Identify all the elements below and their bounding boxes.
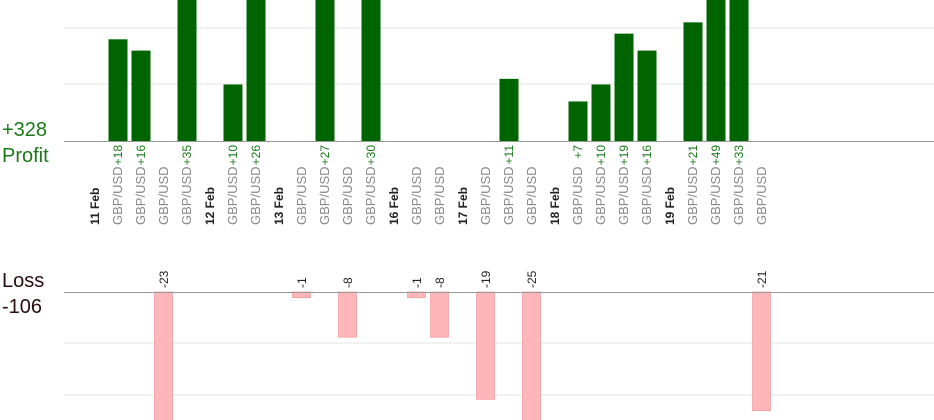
loss-bar bbox=[522, 291, 541, 420]
pair-label: GBP/USD bbox=[317, 166, 332, 225]
profit-value-label: +16 bbox=[640, 145, 654, 166]
loss-value-label: -25 bbox=[525, 270, 539, 288]
profit-bar bbox=[108, 39, 128, 141]
profit-bar bbox=[223, 84, 243, 141]
profit-value-label: +35 bbox=[180, 145, 194, 166]
loss-value-label: -23 bbox=[157, 270, 171, 288]
profit-value-label: +33 bbox=[732, 145, 746, 166]
loss-label: Loss bbox=[2, 270, 45, 292]
loss-value-label: -1 bbox=[410, 277, 424, 288]
profit-value-label: +10 bbox=[226, 145, 240, 166]
loss-total: -106 bbox=[2, 296, 43, 318]
pair-label: GBP/USD bbox=[708, 166, 723, 225]
profit-value-label: +11 bbox=[502, 145, 516, 165]
date-label: 12 Feb bbox=[203, 187, 217, 225]
pair-label: GBP/USD bbox=[685, 166, 700, 225]
pair-label: GBP/USD bbox=[754, 166, 769, 225]
pair-label: GBP/USD bbox=[501, 166, 516, 225]
pair-label: GBP/USD bbox=[570, 166, 585, 225]
profit-bar bbox=[499, 78, 519, 141]
profit-value-label: +19 bbox=[617, 145, 631, 166]
profit-value-label: +30 bbox=[364, 145, 378, 166]
loss-bar bbox=[752, 291, 771, 411]
profit-bar bbox=[177, 0, 197, 141]
profit-value-label: +16 bbox=[134, 145, 148, 166]
pair-label: GBP/USD bbox=[363, 166, 378, 225]
profit-value-label: +26 bbox=[249, 145, 263, 166]
pair-label: GBP/USD bbox=[110, 166, 125, 225]
profit-bar bbox=[637, 50, 657, 141]
pair-label: GBP/USD bbox=[409, 166, 424, 225]
date-label: 19 Feb bbox=[663, 187, 677, 225]
profit-bar bbox=[706, 0, 726, 141]
profit-value-label: +21 bbox=[686, 145, 700, 166]
profit-bar bbox=[683, 22, 703, 142]
profit-value-label: +27 bbox=[318, 145, 332, 166]
profit-value-label: +49 bbox=[709, 145, 723, 166]
loss-bar bbox=[154, 291, 173, 420]
loss-bar bbox=[476, 291, 495, 400]
date-label: 17 Feb bbox=[456, 187, 470, 225]
pair-label: GBP/USD bbox=[248, 166, 263, 225]
pair-label: GBP/USD bbox=[639, 166, 654, 225]
pair-label: GBP/USD bbox=[225, 166, 240, 225]
pair-label: GBP/USD bbox=[432, 166, 447, 225]
pair-label: GBP/USD bbox=[593, 166, 608, 225]
loss-value-label: -1 bbox=[295, 277, 309, 288]
profit-bar bbox=[568, 101, 588, 141]
profit-bar bbox=[614, 33, 634, 141]
profit-bar bbox=[361, 0, 381, 141]
date-label: 16 Feb bbox=[387, 187, 401, 225]
profit-bar bbox=[131, 50, 151, 141]
pair-label: GBP/USD bbox=[731, 166, 746, 225]
pair-label: GBP/USD bbox=[478, 166, 493, 225]
date-label: 11 Feb bbox=[88, 188, 102, 225]
pair-label: GBP/USD bbox=[133, 166, 148, 225]
loss-value-label: -21 bbox=[755, 270, 769, 288]
pair-label: GBP/USD bbox=[340, 166, 355, 225]
date-label: 13 Feb bbox=[272, 187, 286, 225]
profit-bar bbox=[246, 0, 266, 141]
pair-label: GBP/USD bbox=[524, 166, 539, 225]
profit-bar bbox=[729, 0, 749, 141]
loss-value-label: -19 bbox=[479, 270, 493, 288]
date-label: 18 Feb bbox=[548, 187, 562, 225]
pair-label: GBP/USD bbox=[616, 166, 631, 225]
profit-value-label: +7 bbox=[571, 145, 585, 159]
profit-value-label: +10 bbox=[594, 145, 608, 166]
profit-bar bbox=[315, 0, 335, 142]
profit-total: +328 bbox=[2, 119, 48, 141]
pair-label: GBP/USD bbox=[179, 166, 194, 225]
loss-bar bbox=[338, 291, 357, 338]
pair-label: GBP/USD bbox=[156, 166, 171, 225]
profit-value-label: +18 bbox=[111, 145, 125, 166]
loss-value-label: -8 bbox=[341, 277, 355, 288]
loss-value-label: -8 bbox=[433, 277, 447, 288]
profit-label: Profit bbox=[2, 145, 49, 167]
loss-bar bbox=[430, 291, 449, 338]
pair-label: GBP/USD bbox=[294, 166, 309, 225]
profit-bar bbox=[591, 84, 611, 141]
